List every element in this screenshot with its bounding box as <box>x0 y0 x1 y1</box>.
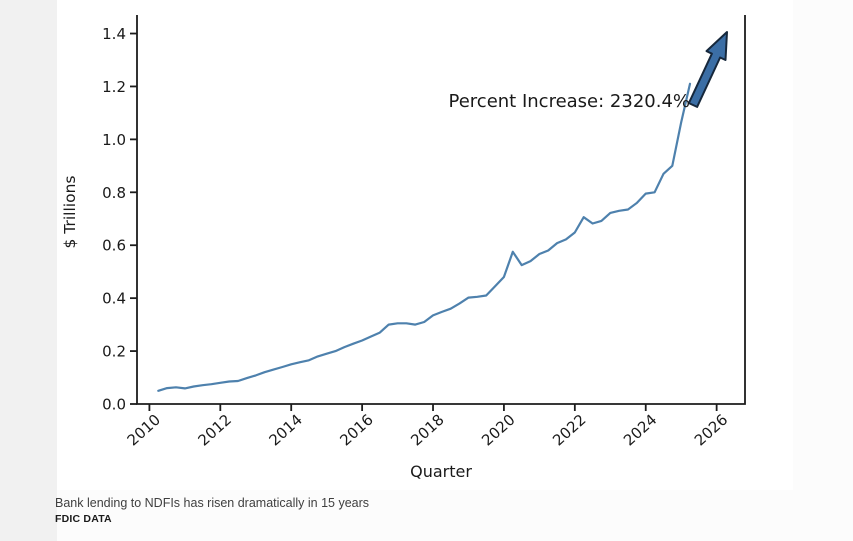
x-tick-label: 2014 <box>265 411 305 450</box>
y-tick-label: 0.8 <box>102 184 126 202</box>
x-tick-label: 2016 <box>336 411 376 450</box>
x-axis-title: Quarter <box>410 462 472 481</box>
percent-increase-annotation: Percent Increase: 2320.4% <box>449 91 691 112</box>
x-tick-label: 2020 <box>478 411 518 450</box>
caption-block: Bank lending to NDFIs has risen dramatic… <box>55 495 655 526</box>
x-tick-label: 2024 <box>620 411 660 450</box>
axes-spines <box>136 15 746 405</box>
chart-figure <box>57 0 793 490</box>
y-tick-label: 1.4 <box>102 25 126 43</box>
lending-series-line <box>157 82 692 392</box>
x-tick-label: 2018 <box>407 411 447 450</box>
y-tick-label: 0.4 <box>102 290 126 308</box>
trend-arrow-icon <box>687 31 728 108</box>
x-tick-label: 2022 <box>549 411 589 450</box>
y-tick-label: 0.2 <box>102 343 126 361</box>
x-tick-label: 2026 <box>691 411 731 450</box>
x-tick-label: 2012 <box>195 411 235 450</box>
y-axis-title: $ Trillions <box>61 176 79 249</box>
x-tick-label: 2010 <box>124 411 164 450</box>
y-tick-label: 0.0 <box>102 396 126 414</box>
y-tick-label: 0.6 <box>102 237 126 255</box>
y-axis-ticks: 0.0 0.2 0.4 0.6 0.8 1.0 1.2 1.4 <box>102 25 137 414</box>
caption-headline: Bank lending to NDFIs has risen dramatic… <box>55 496 370 510</box>
left-gutter <box>0 0 57 541</box>
caption-source: FDIC DATA <box>55 513 112 525</box>
x-axis-ticks: 2010 2012 2014 2016 2018 2020 2022 2024 2026 <box>124 404 731 450</box>
y-tick-label: 1.2 <box>102 78 126 96</box>
y-tick-label: 1.0 <box>102 131 126 149</box>
